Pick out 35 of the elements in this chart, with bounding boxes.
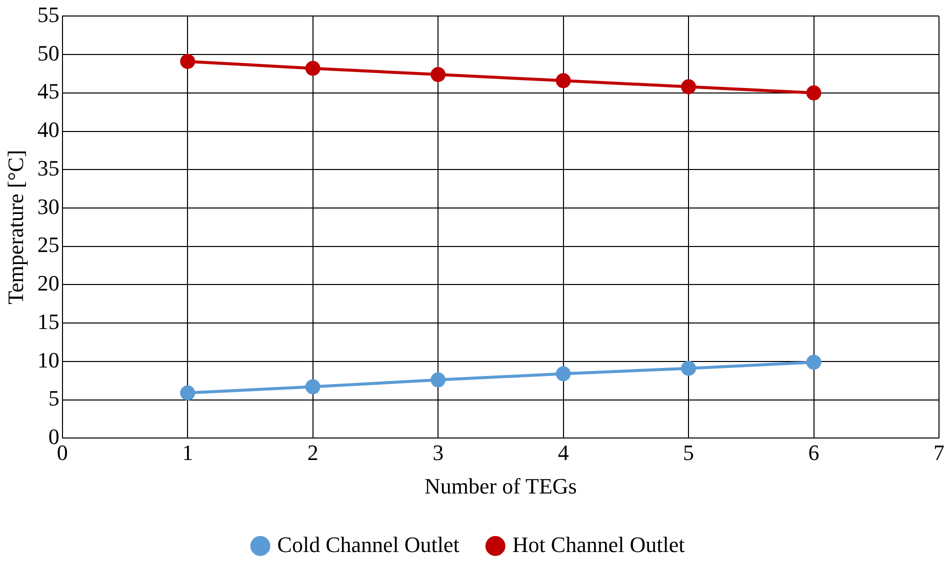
y-tick-label: 20 (37, 270, 60, 296)
y-tick-label: 45 (37, 78, 60, 104)
y-tick-label: 5 (48, 386, 60, 411)
x-tick-label: 5 (683, 440, 694, 466)
legend-label: Cold Channel Outlet (277, 532, 460, 557)
x-tick-label: 7 (934, 440, 944, 466)
y-tick-label: 25 (37, 232, 60, 258)
y-tick-label: 55 (37, 2, 60, 27)
y-tick-label: 40 (37, 117, 60, 142)
y-tick-label: 50 (37, 40, 60, 66)
point (681, 360, 696, 376)
point (556, 366, 571, 382)
y-tick-label: 15 (37, 308, 60, 334)
legend-label: Hot Channel Outlet (512, 532, 685, 557)
x-tick-label: 1 (182, 440, 194, 466)
y-tick-label: 0 (48, 424, 60, 449)
y-axis-title: Temperature [°C] (2, 150, 28, 304)
point (681, 79, 696, 94)
point (556, 73, 571, 88)
point (806, 85, 822, 100)
point (305, 379, 320, 394)
point (806, 354, 822, 370)
x-axis-title: Number of TEGs (424, 474, 577, 499)
point (305, 60, 320, 76)
y-tick-label: 35 (37, 155, 60, 180)
point (430, 372, 446, 388)
x-tick-label: 2 (307, 440, 318, 466)
y-tick-label: 10 (37, 347, 60, 372)
x-tick-label: 4 (558, 440, 569, 466)
x-tick-label: 3 (432, 440, 444, 466)
point (430, 67, 446, 82)
point (180, 54, 196, 69)
y-tick-label: 30 (37, 194, 60, 219)
point (180, 385, 196, 400)
x-tick-label: 6 (808, 440, 820, 466)
